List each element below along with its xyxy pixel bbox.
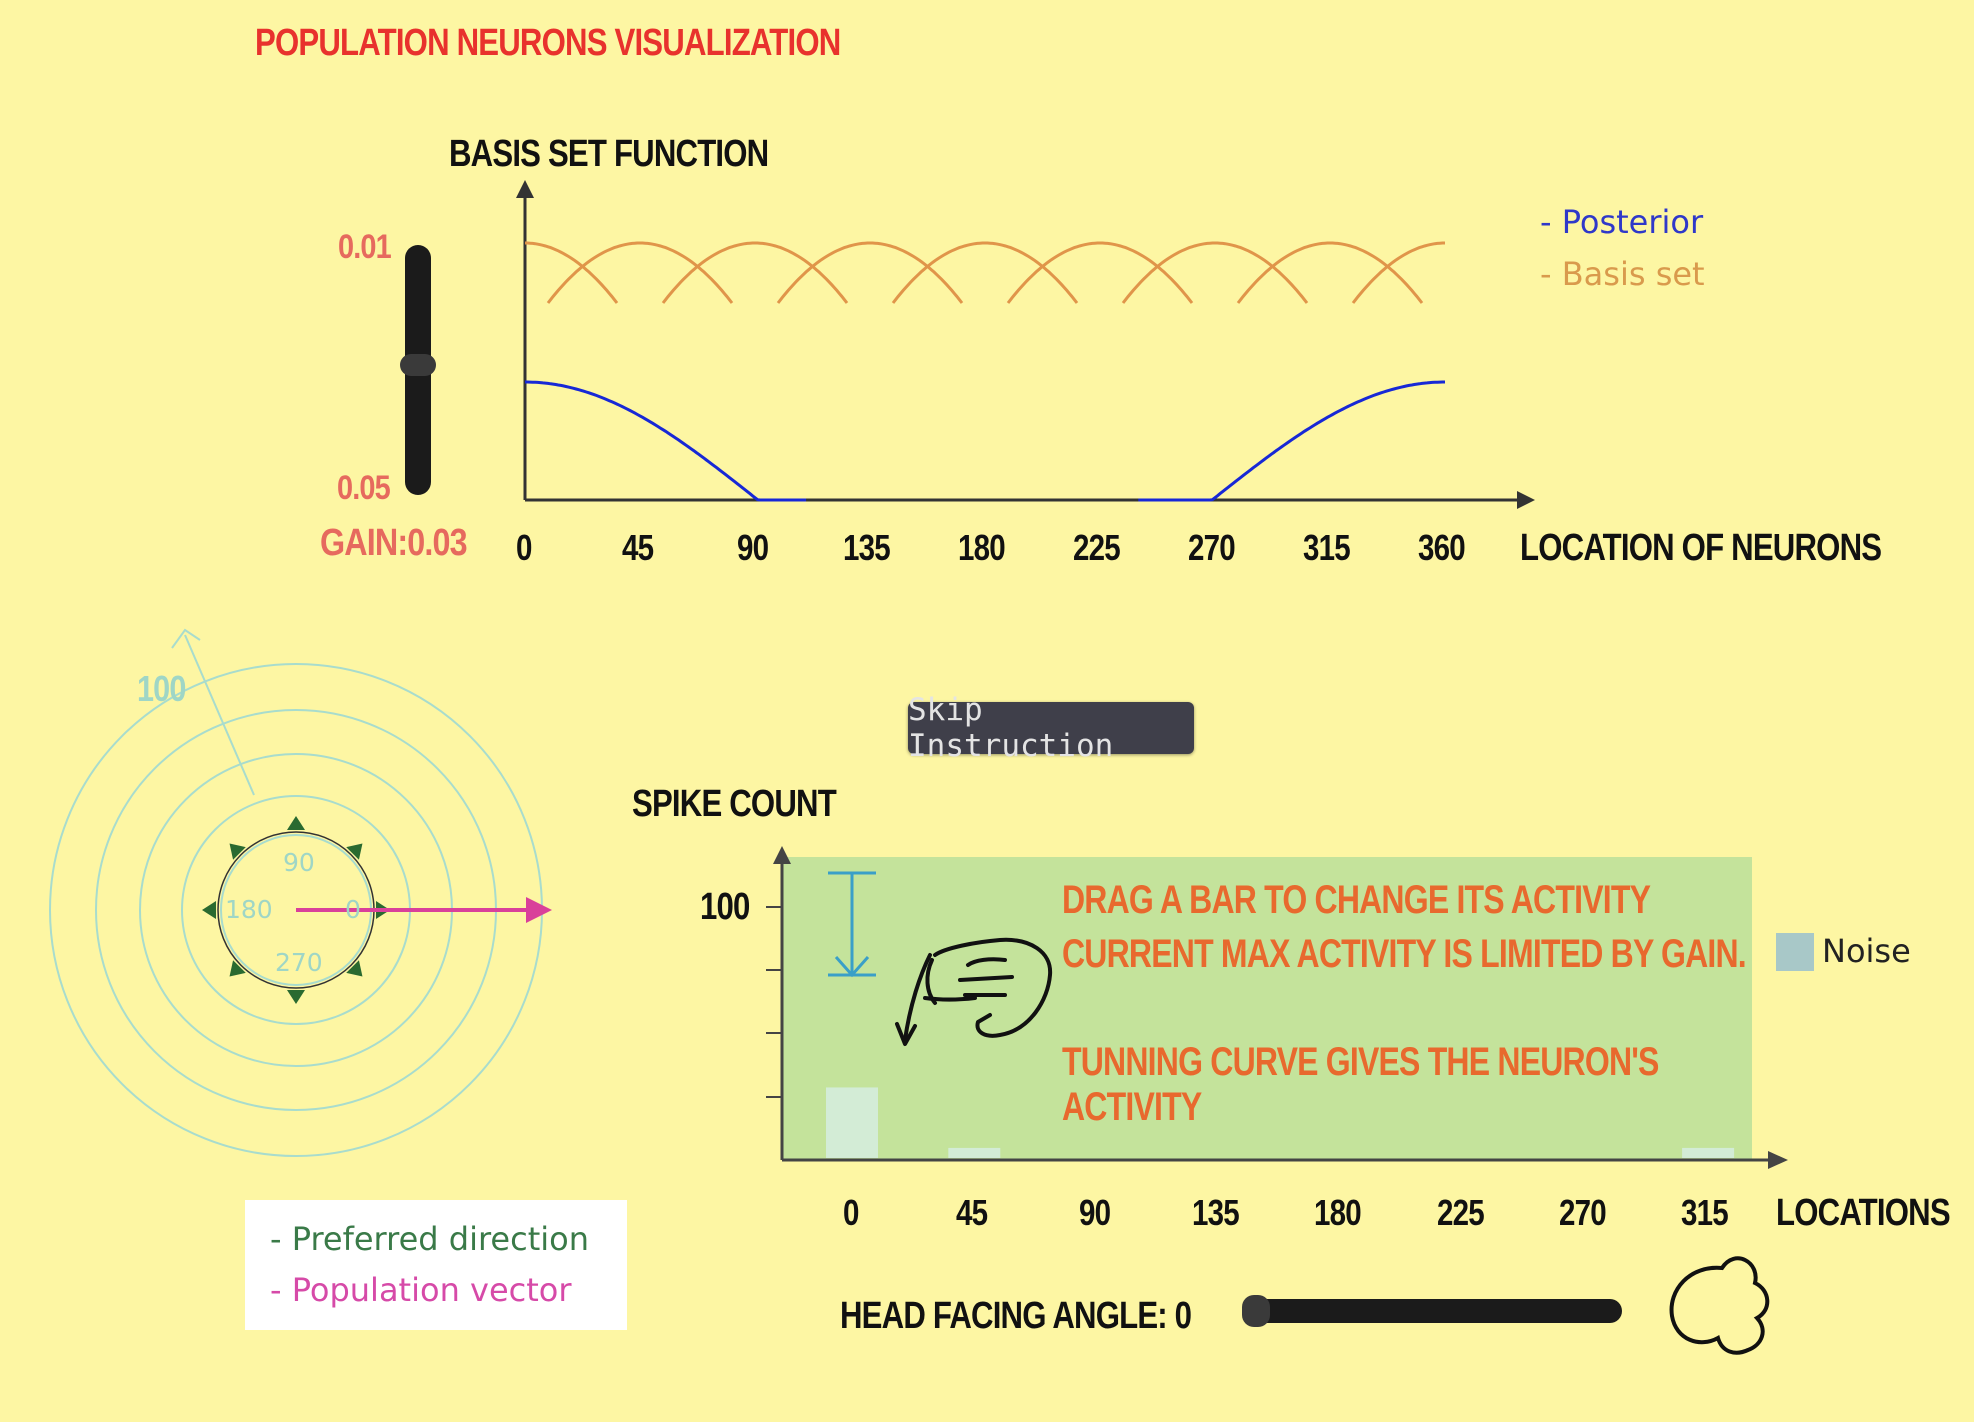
gain-slider-thumb[interactable]	[400, 354, 436, 376]
legend-basis-set: - Basis set	[1540, 255, 1705, 293]
spike-x-arrow	[1768, 1151, 1788, 1169]
polar-rings	[49, 663, 543, 1157]
basis-x-label: LOCATION OF NEURONS	[1520, 527, 1882, 569]
spike-y-tick-100: 100	[700, 886, 750, 928]
legend-population-vector: - Population vector	[270, 1271, 572, 1309]
preferred-direction-arrow-90	[287, 816, 305, 830]
polar-angle-90: 90	[283, 848, 315, 877]
basis-x-tick-0: 0	[516, 527, 532, 568]
noise-legend-swatch	[1776, 933, 1814, 971]
spike-x-tick-90: 90	[1078, 1192, 1111, 1233]
noise-legend-label: Noise	[1822, 932, 1911, 970]
head-icon	[1669, 1256, 1770, 1355]
skip-instruction-button[interactable]: Skip Instruction	[908, 692, 1194, 764]
spike-x-tick-225: 225	[1436, 1192, 1485, 1233]
basis-chart-axes	[516, 180, 1535, 509]
preferred-direction-arrow-180	[202, 901, 216, 919]
gain-value-label: GAIN:0.03	[320, 522, 468, 564]
basis-curve-315	[1236, 241, 1424, 304]
basis-x-tick-225: 225	[1073, 527, 1121, 568]
polar-angle-0: 0	[345, 895, 361, 924]
spike-x-tick-135: 135	[1191, 1192, 1240, 1233]
preferred-direction-arrow-225	[229, 960, 246, 977]
basis-curve-0	[525, 241, 619, 304]
basis-curve-45	[546, 241, 734, 304]
basis-curve-270	[1121, 241, 1309, 304]
polar-radius-label: 100	[137, 668, 186, 709]
spike-x-tick-315: 315	[1681, 1192, 1729, 1233]
basis-x-tick-135: 135	[843, 527, 891, 568]
basis-x-tick-315: 315	[1303, 527, 1351, 568]
basis-x-tick-180: 180	[958, 527, 1006, 568]
preferred-direction-arrow-135	[229, 843, 246, 860]
head-angle-slider-track[interactable]	[1242, 1299, 1622, 1323]
instruction-line-3: TUNNING CURVE GIVES THE NEURON'S ACTIVIT…	[1062, 1040, 1659, 1129]
basis-x-tick-360: 360	[1418, 527, 1466, 568]
basis-x-tick-270: 270	[1188, 527, 1236, 568]
posterior-curve-left	[525, 380, 807, 502]
spike-x-tick-180: 180	[1314, 1192, 1362, 1233]
instruction-line-2: CURRENT MAX ACTIVITY IS LIMITED BY GAIN.	[1062, 932, 1747, 976]
preferred-direction-arrow-0	[376, 901, 390, 919]
spike-x-label: LOCATIONS	[1776, 1192, 1951, 1234]
basis-chart-title: BASIS SET FUNCTION	[449, 133, 769, 175]
posterior-curve-right	[1138, 380, 1445, 502]
instruction-line-1: DRAG A BAR TO CHANGE ITS ACTIVITY	[1062, 878, 1651, 922]
spike-x-tick-0: 0	[843, 1192, 859, 1233]
spike-x-tick-45: 45	[956, 1192, 988, 1233]
basis-curve-225	[1006, 241, 1194, 304]
basis-curve-360	[1351, 241, 1445, 304]
basis-curve-90	[661, 241, 849, 304]
preferred-direction-arrow-45	[346, 843, 363, 860]
polar-legend: - Preferred direction - Population vecto…	[245, 1200, 627, 1330]
head-angle-slider-thumb[interactable]	[1242, 1295, 1270, 1327]
basis-curve-180	[891, 241, 1079, 304]
spike-x-tick-270: 270	[1558, 1192, 1607, 1233]
basis-x-tick-90: 90	[737, 527, 769, 568]
basis-curves	[525, 241, 1445, 304]
legend-preferred-direction: - Preferred direction	[270, 1220, 589, 1258]
population-vector-arrowhead	[526, 897, 552, 923]
polar-radius-axis	[184, 634, 255, 796]
spike-chart-ylabel: SPIKE COUNT	[632, 783, 837, 825]
gain-bottom-label: 0.05	[337, 469, 391, 507]
head-angle-label: HEAD FACING ANGLE: 0	[840, 1295, 1192, 1337]
polar-radius-arrowhead	[171, 628, 201, 649]
gain-top-label: 0.01	[338, 228, 392, 266]
preferred-direction-arrow-315	[346, 960, 363, 977]
page-title: POPULATION NEURONS VISUALIZATION	[255, 22, 841, 64]
spike-y-gridticks	[766, 906, 782, 1098]
basis-curve-135	[776, 241, 964, 304]
basis-y-arrow	[516, 180, 534, 198]
basis-x-tick-45: 45	[622, 527, 654, 568]
polar-angle-180: 180	[225, 895, 273, 924]
legend-posterior: - Posterior	[1540, 203, 1704, 241]
preferred-direction-arrow-270	[287, 990, 305, 1004]
basis-x-arrow	[1517, 491, 1535, 509]
polar-angle-270: 270	[275, 948, 323, 977]
